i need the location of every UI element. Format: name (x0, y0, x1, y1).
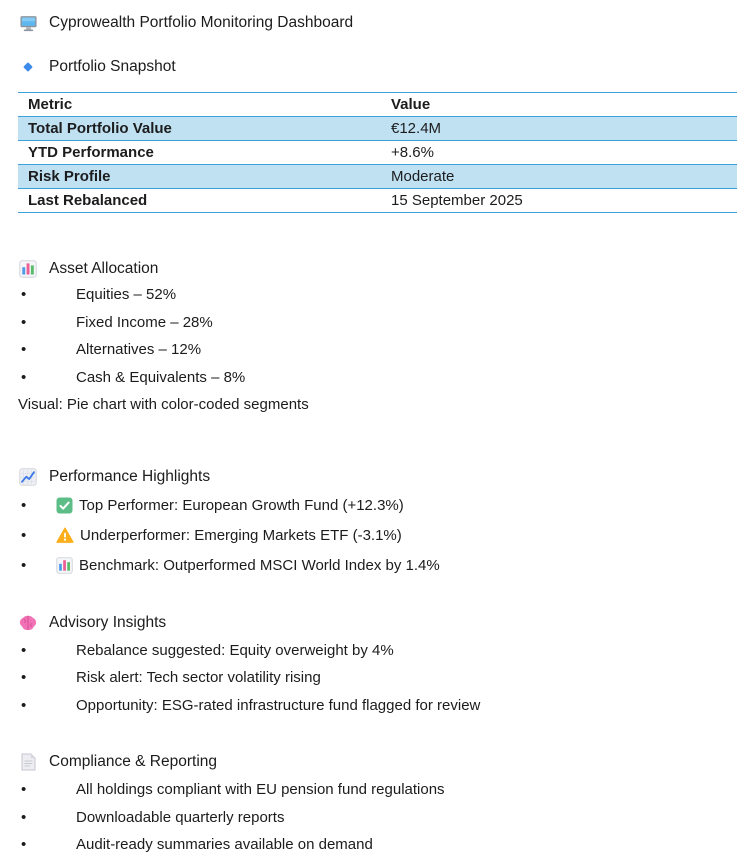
list-item: Rebalance suggested: Equity overweight b… (18, 637, 737, 665)
column-header-metric: Metric (28, 96, 73, 113)
list-item: Top Performer: European Growth Fund (+12… (18, 491, 737, 521)
section-heading-advisory: Advisory Insights (18, 613, 737, 633)
page-title: Cyprowealth Portfolio Monitoring Dashboa… (49, 14, 354, 31)
list-item: Equities – 52% (18, 281, 737, 309)
list-item: Underperformer: Emerging Markets ETF (-3… (18, 521, 737, 551)
bullet-dot (18, 836, 76, 853)
metric-cell: Last Rebalanced (28, 192, 148, 209)
page-icon (18, 753, 38, 771)
warning-icon (56, 527, 74, 544)
table-header-row: Metric Value (18, 92, 737, 117)
table-row: Last Rebalanced 15 September 2025 (18, 189, 737, 213)
metric-cell: Risk Profile (28, 168, 111, 185)
bullet-dot (18, 369, 76, 386)
list-item: Audit-ready summaries available on deman… (18, 831, 737, 859)
bullet-dot (18, 527, 56, 544)
table-row: Risk Profile Moderate (18, 164, 737, 189)
section-heading-compliance: Compliance & Reporting (18, 752, 737, 772)
section-heading-text: Advisory Insights (49, 613, 167, 631)
metric-cell: Total Portfolio Value (28, 120, 172, 137)
section-heading-snapshot: Portfolio Snapshot (18, 57, 737, 77)
list-item: Downloadable quarterly reports (18, 804, 737, 832)
value-cell: +8.6% (391, 144, 434, 161)
column-header-value: Value (391, 96, 431, 113)
page-title-row: Cyprowealth Portfolio Monitoring Dashboa… (18, 13, 737, 33)
portfolio-snapshot-table: Metric Value Total Portfolio Value €12.4… (18, 92, 737, 213)
small-blue-diamond-icon (18, 59, 38, 75)
value-cell: €12.4M (391, 120, 442, 137)
value-cell: Moderate (391, 168, 455, 185)
section-heading-asset-allocation: Asset Allocation (18, 259, 737, 279)
list-item: Opportunity: ESG-rated infrastructure fu… (18, 692, 737, 720)
bullet-dot (18, 669, 76, 686)
bar-chart-icon (18, 260, 38, 278)
table-row: Total Portfolio Value €12.4M (18, 116, 737, 141)
table-row: YTD Performance +8.6% (18, 141, 737, 165)
desktop-computer-icon (18, 14, 38, 33)
visual-note: Visual: Pie chart with color-coded segme… (18, 396, 309, 414)
performance-list: Top Performer: European Growth Fund (+12… (18, 491, 737, 581)
bar-chart-icon (56, 557, 73, 574)
list-item: Fixed Income – 28% (18, 309, 737, 337)
list-item: Alternatives – 12% (18, 336, 737, 364)
section-heading-text: Compliance & Reporting (49, 753, 218, 770)
section-heading-text: Performance Highlights (49, 467, 211, 485)
bullet-dot (18, 341, 76, 358)
bullet-dot (18, 697, 76, 714)
section-heading-performance: Performance Highlights (18, 467, 737, 487)
brain-icon (18, 615, 38, 631)
section-heading-text: Portfolio Snapshot (49, 58, 176, 75)
compliance-list: All holdings compliant with EU pension f… (18, 776, 737, 859)
bullet-dot (18, 557, 56, 574)
list-item: Risk alert: Tech sector volatility risin… (18, 664, 737, 692)
advisory-list: Rebalance suggested: Equity overweight b… (18, 637, 737, 720)
asset-allocation-list: Equities – 52% Fixed Income – 28% Altern… (18, 281, 737, 391)
list-item: Benchmark: Outperformed MSCI World Index… (18, 551, 737, 581)
list-item: Cash & Equivalents – 8% (18, 364, 737, 392)
bullet-dot (18, 642, 76, 659)
bullet-dot (18, 781, 76, 798)
bullet-dot (18, 809, 76, 826)
bullet-dot (18, 286, 76, 303)
chart-increasing-icon (18, 467, 38, 486)
list-item: All holdings compliant with EU pension f… (18, 776, 737, 804)
bullet-dot (18, 314, 76, 331)
metric-cell: YTD Performance (28, 144, 154, 161)
section-heading-text: Asset Allocation (49, 260, 159, 277)
bullet-dot (18, 497, 56, 514)
check-mark-icon (56, 497, 73, 514)
value-cell: 15 September 2025 (391, 192, 523, 209)
